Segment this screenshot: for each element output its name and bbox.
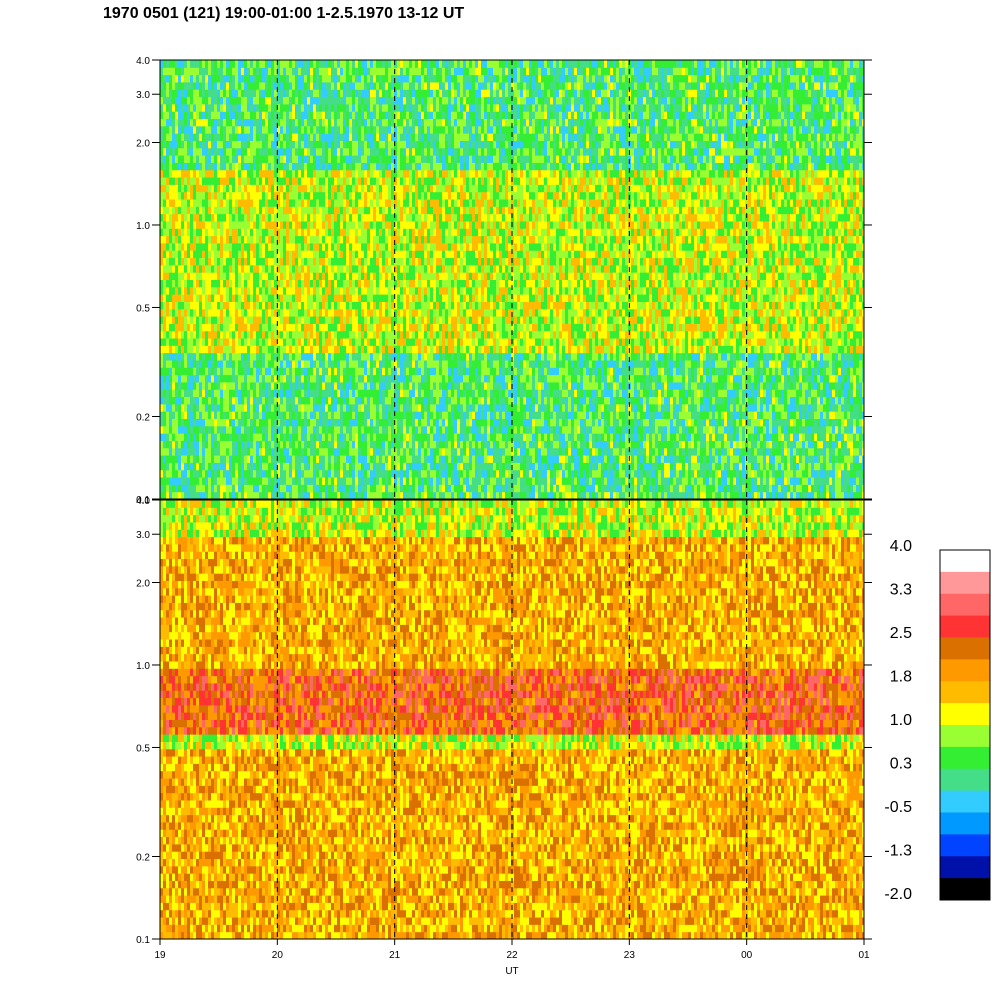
x-tick-label: 22	[506, 950, 518, 961]
colorbar-swatch	[940, 703, 990, 726]
y-tick-label: 2.0	[136, 138, 150, 149]
colorbar-swatch	[940, 878, 990, 901]
y-tick-label: 0.1	[136, 495, 150, 506]
y-tick-label: 4.0	[136, 56, 150, 67]
colorbar-swatch	[940, 834, 990, 857]
y-tick-label: 1.0	[136, 221, 150, 232]
y-tick-label: 3.0	[136, 530, 150, 541]
colorbar-swatch	[940, 681, 990, 704]
colorbar-label: 1.8	[890, 669, 912, 686]
colorbar-label: 3.3	[890, 582, 912, 599]
colorbar-label: -1.3	[884, 843, 912, 860]
x-tick-label: 23	[624, 950, 636, 961]
x-tick-label: 21	[389, 950, 401, 961]
x-tick-label: 20	[272, 950, 284, 961]
colorbar-label: 2.5	[890, 625, 912, 642]
x-tick-label: 19	[154, 950, 166, 961]
colorbar-swatch	[940, 812, 990, 835]
colorbar-swatch	[940, 593, 990, 617]
x-axis-label: UT	[505, 966, 518, 977]
lower-spectrogram-panel: 0.1 0.2 0.5 1.0 2.0 3.0 4.0 19 20 21 22 23 00 01 UT	[136, 496, 872, 977]
colorbar-swatch	[940, 856, 990, 879]
colorbar-label: 0.3	[890, 756, 912, 773]
colorbar-label: -2.0	[884, 886, 912, 903]
colorbar-swatch	[940, 659, 990, 682]
x-tick-label: 00	[741, 950, 753, 961]
colorbar-swatch	[940, 615, 990, 638]
y-tick-label: 3.0	[136, 90, 150, 101]
colorbar-swatch	[940, 550, 990, 573]
colorbar-label: 1.0	[890, 712, 912, 729]
x-tick-label: 01	[858, 950, 870, 961]
colorbar-label: -0.5	[884, 799, 912, 816]
upper-spectrogram-panel: 0.1 0.2 0.5 1.0 2.0 3.0 4.0	[136, 56, 872, 506]
colorbar-swatch	[940, 571, 990, 595]
colorbar-swatch	[940, 746, 990, 770]
chart-title: 1970 0501 (121) 19:00-01:00 1-2.5.1970 1…	[103, 5, 464, 23]
colorbar-swatch	[940, 637, 990, 660]
colorbar: 4.0 3.3 2.5 1.8 1.0 0.3 -0.5 -1.3 -2.0	[884, 538, 991, 903]
y-tick-label: 0.2	[136, 853, 150, 864]
y-tick-label: 0.1	[136, 935, 150, 946]
y-tick-label: 4.0	[136, 496, 150, 507]
colorbar-swatch	[940, 725, 990, 748]
y-tick-label: 0.5	[136, 743, 150, 754]
colorbar-swatch	[940, 768, 990, 792]
y-tick-label: 2.0	[136, 578, 150, 589]
y-tick-label: 0.2	[136, 413, 150, 424]
y-tick-label: 1.0	[136, 661, 150, 672]
colorbar-frame	[939, 549, 991, 901]
colorbar-swatch	[940, 790, 990, 813]
y-tick-label: 0.5	[136, 303, 150, 314]
colorbar-label: 4.0	[890, 538, 912, 555]
